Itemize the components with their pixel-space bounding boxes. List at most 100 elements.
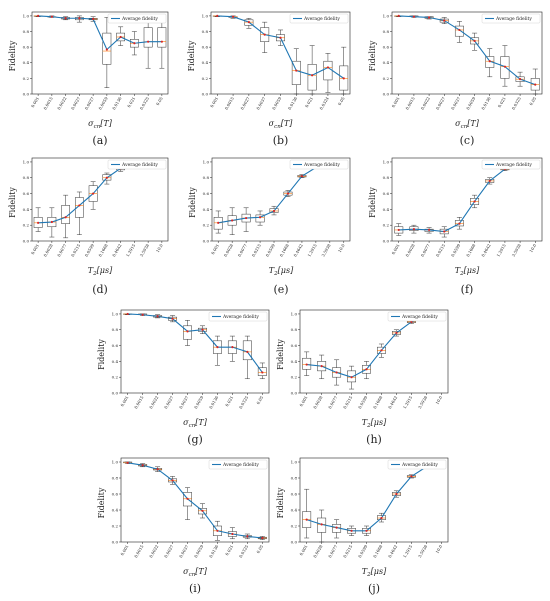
y-tick-label: 0.2 [383,76,390,81]
data-point [50,15,53,18]
data-point [286,192,290,195]
x-tick-label: 0.0015 [133,544,145,559]
data-point [231,219,234,222]
x-tick-label: 0.05 [255,544,264,555]
x-tick-label: 1.2915 [402,395,414,410]
x-tick-label: 0.0028 [223,243,235,258]
chart-panel-e: 0.0 0.2 0.4 0.6 0.8 1.0 0.001 0.0028 0.0077 0.021… [188,157,351,296]
y-tick-label: 0.8 [291,475,298,480]
legend: Average fidelity [107,13,167,24]
x-tick-label: 0.1668 [465,243,477,258]
y-tick-label: 0.4 [291,507,298,512]
data-point [37,14,40,18]
box-plot [244,17,254,29]
x-tick-label: 0.0077 [420,243,432,258]
y-tick-label: 0.8 [23,175,30,180]
x-tick-label: 0.021 [224,395,234,407]
legend: Average fidelity [387,459,447,470]
x-axis-label: T2[μs] [269,266,294,277]
x-tick-label: 0.0022 [148,544,160,559]
data-point [217,221,220,224]
y-axis-label: Fidelity [97,487,106,518]
box-plot [260,21,270,53]
average-fidelity-line [306,313,442,378]
data-point [216,14,219,18]
box-plot [102,17,112,89]
x-tick-label: 0.05 [337,96,346,107]
x-tick-label: 0.0136 [208,544,220,559]
data-point [427,228,431,232]
data-point [473,39,476,42]
legend-label: Average fidelity [401,462,438,468]
legend-label: Average fidelity [495,162,532,168]
y-axis-label: Fidelity [8,40,17,71]
y-tick-label: 0.4 [291,359,298,364]
x-tick-label: 0.021 [497,96,507,108]
y-tick-label: 0.8 [202,29,209,34]
box-plot [291,48,301,95]
box-plot [242,335,252,380]
data-point [231,532,234,536]
chart-panel-a: 0.0 0.2 0.4 0.6 0.8 1.0 0.001 0.0015 0.0022 0.002… [8,11,169,147]
y-tick-label: 0.8 [383,175,390,180]
x-tick-label: 0.0037 [178,544,190,559]
box-plot [33,207,43,232]
panel-caption: (g) [187,433,203,446]
data-point [380,349,383,352]
data-point [295,69,298,72]
x-tick-label: 0.0037 [450,96,462,111]
y-tick-label: 1.0 [23,13,30,18]
y-tick-label: 0.2 [112,523,119,528]
data-point [171,479,174,482]
y-tick-label: 0.2 [23,76,30,81]
x-tick-label: 0.0077 [327,395,339,410]
data-point [247,21,250,24]
x-tick-label: 0.001 [391,96,401,108]
y-tick-label: 1.0 [291,459,298,464]
data-point [305,363,308,366]
x-tick-label: 0.001 [30,243,40,255]
box-plot [61,194,70,239]
chart-panel-g: 0.0 0.2 0.4 0.6 0.8 1.0 0.001 0.0015 0.0022 0.002… [97,309,270,446]
y-tick-label: 0.0 [112,539,119,544]
data-point [50,220,53,224]
data-point [335,371,338,374]
y-tick-label: 0.4 [23,60,30,65]
y-tick-label: 0.8 [383,29,390,34]
x-tick-label: 10.0 [337,243,346,254]
box-plot [227,335,237,362]
y-tick-label: 0.6 [23,45,30,50]
y-axis-label: Fidelity [8,187,17,218]
x-axis-label: σcn[T] [183,567,208,578]
y-tick-label: 0.8 [203,175,210,180]
plot-frame [299,457,449,543]
box-plot [530,68,540,95]
y-tick-label: 0.8 [112,327,119,332]
x-tick-label: 1.2915 [125,243,137,258]
x-tick-label: 0.0215 [342,395,354,410]
data-point [126,312,129,316]
data-point [201,328,204,331]
y-tick-label: 0.2 [291,523,298,528]
legend-label: Average fidelity [303,162,340,168]
x-tick-label: 0.0325 [511,96,523,111]
average-fidelity-line [398,161,536,233]
x-tick-label: 0.0059 [271,96,283,111]
x-axis-label: σcn[T] [88,119,113,130]
x-tick-label: 0.0215 [435,243,447,258]
x-tick-label: 0.1668 [279,243,291,258]
x-tick-label: 0.0215 [251,243,263,258]
x-tick-label: 0.4642 [480,243,492,258]
x-tick-label: 0.0325 [238,395,250,410]
y-tick-label: 0.0 [291,539,298,544]
chart-panel-i: 0.0 0.2 0.4 0.6 0.8 1.0 0.001 0.0015 0.0022 0.002… [97,457,270,595]
data-point [335,526,338,529]
box-plot [257,362,267,380]
y-tick-label: 0.2 [202,76,209,81]
x-tick-label: 0.0015 [404,96,416,111]
y-tick-label: 1.0 [383,159,390,164]
plot-frame [391,157,543,242]
x-tick-label: 0.4642 [387,544,399,559]
x-tick-label: 10.0 [528,243,537,254]
y-tick-label: 0.2 [383,223,390,228]
